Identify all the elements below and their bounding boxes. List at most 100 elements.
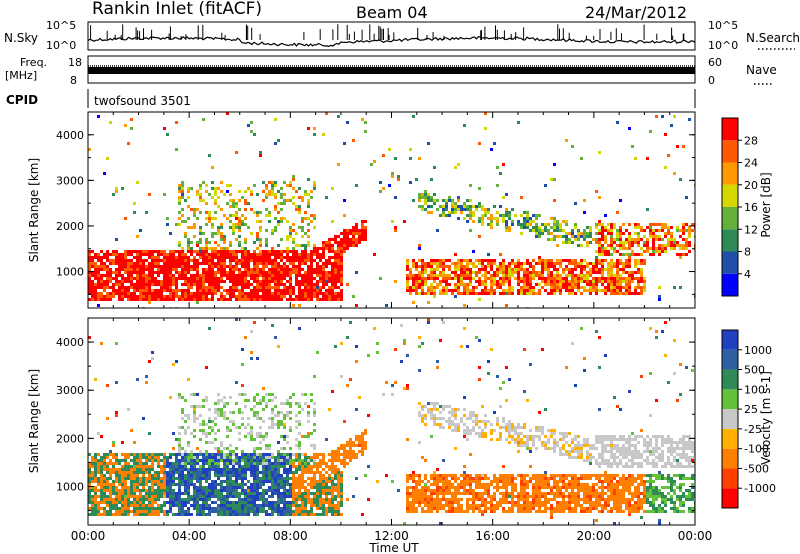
power-cell	[157, 292, 160, 295]
power-cell	[223, 274, 226, 277]
power-cell	[259, 274, 262, 277]
power-cell	[460, 274, 463, 277]
velocity-cell	[94, 474, 97, 477]
power-cell	[304, 262, 307, 265]
power-cell	[304, 271, 307, 274]
velocity-cell	[100, 459, 103, 462]
power-cell	[91, 286, 94, 289]
velocity-cell	[160, 459, 163, 462]
power-cell	[418, 205, 421, 208]
velocity-cell	[241, 411, 244, 414]
velocity-cell	[307, 495, 310, 498]
power-cell	[619, 238, 622, 241]
velocity-cell	[202, 489, 205, 492]
velocity-cell	[178, 489, 181, 492]
power-cell	[463, 292, 466, 295]
power-cell	[664, 235, 667, 238]
velocity-cell	[202, 429, 205, 432]
power-cell	[196, 268, 199, 271]
power-cell	[139, 295, 142, 298]
power-cell	[598, 229, 601, 232]
velocity-cell	[160, 486, 163, 489]
velocity-cell	[148, 489, 151, 492]
power-cell	[658, 235, 661, 238]
velocity-cell	[91, 504, 94, 507]
velocity-cell	[265, 432, 268, 435]
velocity-cell	[226, 513, 229, 516]
power-cell	[493, 205, 496, 208]
velocity-cell	[283, 498, 286, 501]
power-cell	[556, 259, 559, 262]
power-cell	[187, 259, 190, 262]
power-cell	[595, 223, 598, 226]
power-cell	[325, 283, 328, 286]
velocity-cell	[202, 513, 205, 516]
power-cell	[346, 241, 349, 244]
power-cell	[181, 265, 184, 268]
power-cell	[433, 259, 436, 262]
velocity-cell	[205, 498, 208, 501]
power-cell	[565, 238, 568, 241]
velocity-cell	[232, 471, 235, 474]
power-cell	[664, 244, 667, 247]
velocity-cell	[217, 456, 220, 459]
power-cell	[88, 259, 91, 262]
velocity-cell	[331, 486, 334, 489]
power-cell	[610, 271, 613, 274]
velocity-cell	[241, 417, 244, 420]
power-cell	[136, 253, 139, 256]
velocity-cell	[181, 468, 184, 471]
power-cell	[343, 250, 346, 253]
noise-panel: N.Sky 10^5 10^0 10^5 10^0 N.Search	[4, 19, 800, 52]
power-cell	[100, 265, 103, 268]
velocity-cell	[118, 468, 121, 471]
power-cell	[235, 280, 238, 283]
velocity-cell	[325, 486, 328, 489]
power-cell	[466, 262, 469, 265]
velocity-cell	[187, 462, 190, 465]
power-cell	[205, 247, 208, 250]
power-cell	[253, 241, 256, 244]
velocity-cell	[139, 513, 142, 516]
velocity-cell	[205, 468, 208, 471]
power-cell	[169, 256, 172, 259]
power-cell	[502, 214, 505, 217]
power-cell	[232, 256, 235, 259]
power-cell	[529, 271, 532, 274]
power-cell	[211, 283, 214, 286]
power-cell	[91, 298, 94, 301]
power-cell	[643, 262, 646, 265]
velocity-cell	[202, 486, 205, 489]
power-cell	[214, 241, 217, 244]
power-cell	[109, 259, 112, 262]
power-cell	[562, 268, 565, 271]
velocity-cell	[154, 492, 157, 495]
power-cell	[220, 265, 223, 268]
velocity-cell	[271, 411, 274, 414]
power-cell	[331, 265, 334, 268]
power-cell	[586, 226, 589, 229]
power-cell	[268, 271, 271, 274]
power-cell	[298, 286, 301, 289]
power-cell	[598, 277, 601, 280]
velocity-cell	[97, 504, 100, 507]
power-cell	[124, 289, 127, 292]
power-cell	[163, 274, 166, 277]
power-cell	[310, 289, 313, 292]
velocity-cell	[304, 402, 307, 405]
power-cell	[205, 292, 208, 295]
power-cell	[613, 250, 616, 253]
power-cell	[274, 253, 277, 256]
velocity-cell	[100, 489, 103, 492]
velocity-cell	[226, 453, 229, 456]
velocity-cell	[316, 465, 319, 468]
power-cell	[289, 229, 292, 232]
power-cell	[532, 268, 535, 271]
velocity-cell	[313, 408, 316, 411]
power-cell	[520, 226, 523, 229]
power-cell	[136, 283, 139, 286]
power-cell	[295, 244, 298, 247]
noise-tick-top-right: 10^5	[708, 19, 738, 32]
power-cell	[667, 244, 670, 247]
power-cell	[295, 274, 298, 277]
